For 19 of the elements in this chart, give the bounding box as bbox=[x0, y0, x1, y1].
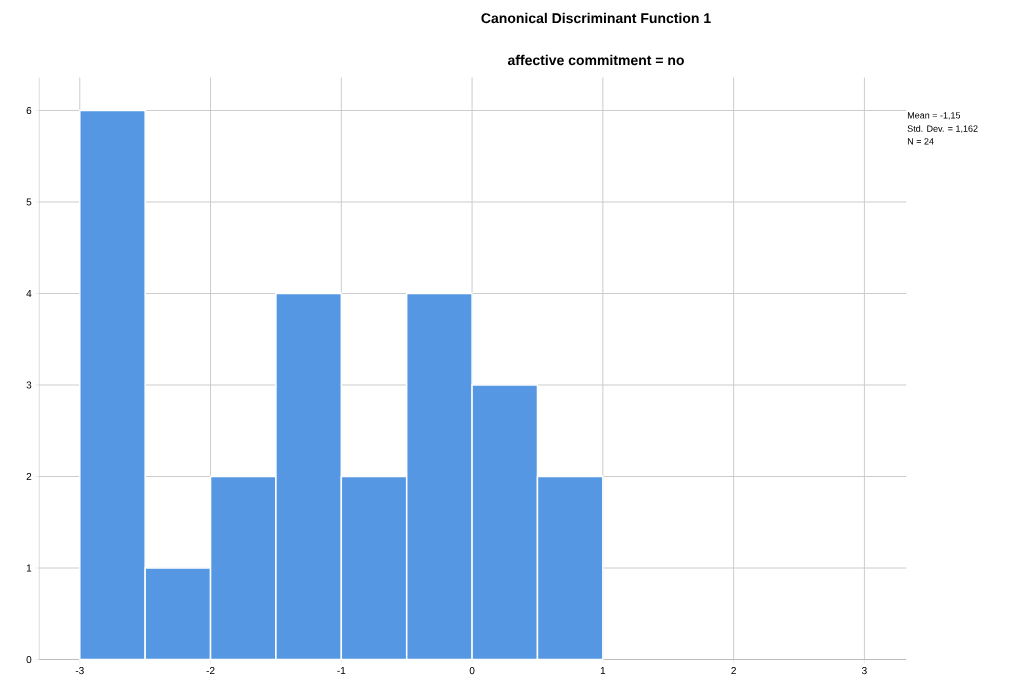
x-tick-label: -3 bbox=[75, 667, 84, 675]
x-tick-label: -1 bbox=[337, 667, 346, 674]
x-tick-label: -2 bbox=[206, 667, 215, 675]
y-tick-label: 6 bbox=[26, 106, 32, 115]
y-tick-label: 4 bbox=[26, 290, 32, 297]
text: Std. Dev. = 1,162 bbox=[907, 125, 978, 133]
y-tick-label: 1 bbox=[26, 564, 32, 572]
chart-title: Canonical Discriminant Function 1 bbox=[481, 12, 711, 24]
y-tick-label: 5 bbox=[26, 198, 32, 206]
x-tick-label: 1 bbox=[600, 667, 606, 674]
y-tick-label: 0 bbox=[26, 656, 32, 664]
chart-subtitle: affective commitment = no bbox=[507, 54, 684, 66]
x-tick-label: 0 bbox=[469, 667, 475, 675]
y-tick-label: 2 bbox=[26, 473, 32, 480]
y-tick-label: 3 bbox=[26, 381, 32, 389]
text: Mean = -1,15 bbox=[907, 112, 961, 120]
x-tick-label: 3 bbox=[861, 667, 867, 675]
text: N = 24 bbox=[907, 138, 934, 145]
x-tick-label: 2 bbox=[731, 667, 736, 675]
